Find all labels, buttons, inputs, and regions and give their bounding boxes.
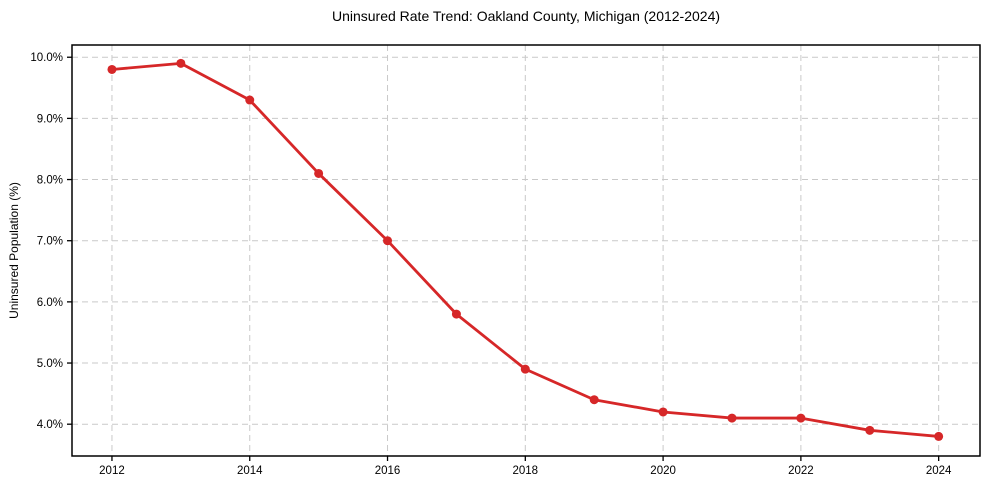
y-tick-label: 8.0%	[37, 175, 63, 187]
data-point	[796, 413, 806, 423]
data-point	[658, 407, 668, 417]
data-point	[107, 64, 117, 74]
data-point	[383, 236, 393, 246]
y-tick-label: 10.0%	[30, 52, 63, 64]
data-point	[589, 395, 599, 405]
gridlines	[72, 45, 980, 456]
x-tick-label: 2020	[650, 465, 676, 477]
y-axis-label: Uninsured Population (%)	[7, 182, 21, 319]
y-tick-label: 5.0%	[37, 358, 63, 370]
data-point	[865, 425, 875, 435]
data-point	[245, 95, 255, 105]
data-point	[314, 168, 324, 178]
chart-title: Uninsured Rate Trend: Oakland County, Mi…	[332, 8, 720, 24]
plot-border	[71, 44, 981, 457]
data-point	[520, 364, 530, 374]
axes: 4.0% 5.0% 6.0% 7.0% 8.0% 9.0% 10.0% 2012 2014 201…	[30, 44, 981, 477]
data-point	[176, 58, 186, 68]
data-point	[934, 431, 944, 441]
x-tick-label: 2022	[788, 465, 814, 477]
y-tick-label: 9.0%	[37, 113, 63, 125]
data-series	[107, 58, 944, 441]
y-tick-label: 7.0%	[37, 236, 63, 248]
data-point	[451, 309, 461, 319]
x-tick-label: 2016	[375, 465, 401, 477]
y-tick-label: 4.0%	[37, 419, 63, 431]
x-tick-label: 2018	[513, 465, 539, 477]
x-tick-label: 2012	[99, 465, 125, 477]
data-point	[727, 413, 737, 423]
x-tick-label: 2024	[926, 465, 952, 477]
x-tick-label: 2014	[237, 465, 263, 477]
y-tick-label: 6.0%	[37, 297, 63, 309]
